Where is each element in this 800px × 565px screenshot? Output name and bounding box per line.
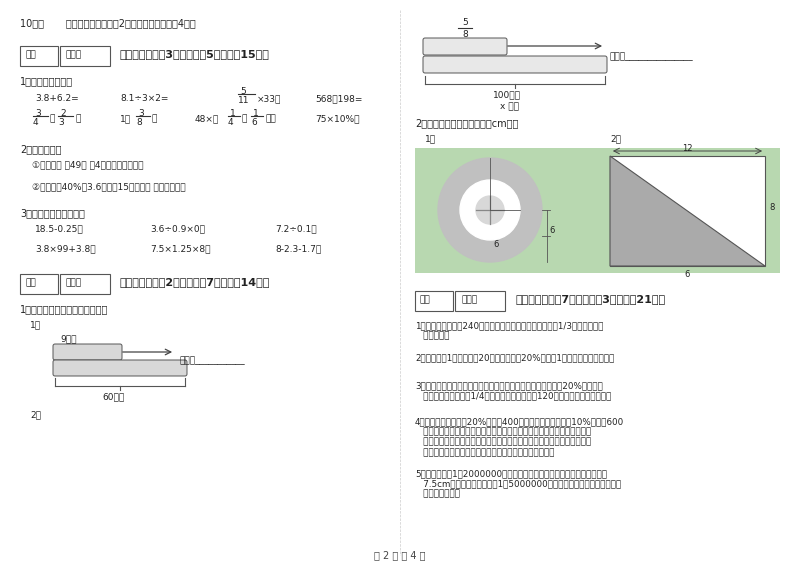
- Text: 60千克: 60千克: [102, 392, 124, 401]
- Text: 第 2 页 共 4 页: 第 2 页 共 4 页: [374, 550, 426, 560]
- Text: 6: 6: [685, 270, 690, 279]
- Bar: [610, 156, 765, 266]
- Text: 1: 1: [253, 109, 258, 118]
- Bar: [20, 46, 58, 66]
- Polygon shape: [610, 156, 765, 266]
- Text: 1．直接写出得数。: 1．直接写出得数。: [20, 76, 73, 86]
- Text: 4．甲容器中有浓度为20%的盐水400克，乙容器中有浓度为10%的盐水600
   克，分别从甲和乙中取相同重量的盐水，把从甲容器中取出的盐水倒入乙
   容器: 4．甲容器中有浓度为20%的盐水400克，乙容器中有浓度为10%的盐水600 克…: [415, 417, 624, 457]
- Text: ）＝: ）＝: [265, 114, 276, 123]
- FancyBboxPatch shape: [53, 360, 187, 376]
- Text: 3.8+6.2=: 3.8+6.2=: [35, 94, 78, 103]
- Text: 6: 6: [549, 227, 554, 235]
- Text: ＝: ＝: [152, 114, 158, 123]
- Text: 5．在比例尺是1：2000000的地图上，量得甲、乙两地之间的图上距离是
   7.5cm，在另一幅比例尺是1：5000000的地图上，这两地之间的图上距
  : 5．在比例尺是1：2000000的地图上，量得甲、乙两地之间的图上距离是 7.5…: [415, 469, 622, 499]
- Text: 1．看图列算式或方程，不计算：: 1．看图列算式或方程，不计算：: [20, 304, 108, 314]
- Text: 得分: 得分: [25, 50, 36, 59]
- Text: 11: 11: [238, 96, 250, 105]
- Text: 100千米: 100千米: [493, 90, 521, 99]
- Text: 1－: 1－: [120, 114, 131, 123]
- Text: 8: 8: [136, 118, 142, 127]
- FancyBboxPatch shape: [423, 38, 507, 55]
- Text: 评卷人: 评卷人: [66, 278, 82, 287]
- Text: 1．: 1．: [425, 134, 436, 143]
- Text: 列式：___________: 列式：___________: [180, 356, 246, 365]
- Circle shape: [438, 158, 542, 262]
- Text: 1: 1: [230, 109, 236, 118]
- Text: 4: 4: [493, 212, 498, 221]
- Text: 2．: 2．: [30, 410, 41, 419]
- Text: ＝: ＝: [75, 114, 80, 123]
- Circle shape: [476, 196, 504, 224]
- Text: 4: 4: [33, 118, 38, 127]
- Text: 5: 5: [240, 87, 246, 96]
- Text: 75×10%＝: 75×10%＝: [315, 114, 359, 123]
- FancyBboxPatch shape: [423, 56, 607, 73]
- Text: 六、应用题（共7小题，每题3分，共计21分）: 六、应用题（共7小题，每题3分，共计21分）: [515, 294, 665, 304]
- Text: x 千米: x 千米: [500, 102, 519, 111]
- Bar: [415, 291, 453, 311]
- Bar: [60, 274, 110, 294]
- Text: 列式：_______________: 列式：_______________: [610, 52, 694, 61]
- Text: 3．直接写出计算结果。: 3．直接写出计算结果。: [20, 208, 85, 218]
- Text: 2．求阴影部分面积（单位：cm）。: 2．求阴影部分面积（单位：cm）。: [415, 118, 518, 128]
- Text: 1．果园里有苹果树240棵，苹果树的棵数比梨树的棵数多1/3，果园里有梨
   树多少棵？: 1．果园里有苹果树240棵，苹果树的棵数比梨树的棵数多1/3，果园里有梨 树多少…: [415, 321, 603, 340]
- Text: 8: 8: [769, 202, 774, 211]
- Text: 10．（       ）一个圆的半径扩大2倍，它的面积就扩大4倍。: 10．（ ）一个圆的半径扩大2倍，它的面积就扩大4倍。: [20, 18, 196, 28]
- Text: 6: 6: [493, 240, 498, 249]
- Text: 得分: 得分: [25, 278, 36, 287]
- Text: ①一个数的 比49的 少4，这个数是多少？: ①一个数的 比49的 少4，这个数是多少？: [32, 160, 143, 169]
- Text: 评卷人: 评卷人: [66, 50, 82, 59]
- FancyBboxPatch shape: [53, 344, 122, 360]
- Text: 得分: 得分: [420, 295, 430, 304]
- Text: 7.2÷0.1＝: 7.2÷0.1＝: [275, 224, 317, 233]
- Text: 1．: 1．: [30, 320, 41, 329]
- Text: 3: 3: [35, 109, 41, 118]
- Bar: [20, 274, 58, 294]
- Text: 48×（: 48×（: [195, 114, 219, 123]
- Text: －: －: [50, 114, 55, 123]
- Text: 4: 4: [228, 118, 234, 127]
- Circle shape: [460, 180, 520, 240]
- Text: 评卷人: 评卷人: [461, 295, 477, 304]
- Text: 3: 3: [58, 118, 64, 127]
- Text: 3: 3: [138, 109, 144, 118]
- Text: ×33＝: ×33＝: [257, 94, 282, 103]
- Text: 2．列式计算。: 2．列式计算。: [20, 144, 62, 154]
- Bar: [455, 291, 505, 311]
- Text: 3．朝阳小学组织为灾区捐款活动。四年级的捐款数额占全校的20%，五年级
   的捐款数额占全校的1/4，五年级比四年级多捐120元。全校共捐款多少元？: 3．朝阳小学组织为灾区捐款活动。四年级的捐款数额占全校的20%，五年级 的捐款数…: [415, 381, 611, 401]
- Text: 3.8×99+3.8＝: 3.8×99+3.8＝: [35, 244, 96, 253]
- Text: 2．六年级（1）班有男生20人，比女生少20%，六（1）班共有学生多少人？: 2．六年级（1）班有男生20人，比女生少20%，六（1）班共有学生多少人？: [415, 353, 614, 362]
- Text: －: －: [242, 114, 247, 123]
- Text: 568－198=: 568－198=: [315, 94, 362, 103]
- Text: 6: 6: [251, 118, 257, 127]
- Text: 7.5×1.25×8＝: 7.5×1.25×8＝: [150, 244, 210, 253]
- Text: 8: 8: [462, 30, 468, 39]
- Bar: [60, 46, 110, 66]
- Text: 5: 5: [462, 18, 468, 27]
- Text: 12: 12: [682, 144, 693, 153]
- Text: 18.5-0.25＝: 18.5-0.25＝: [35, 224, 84, 233]
- Text: 2: 2: [60, 109, 66, 118]
- Text: 3.6÷0.9×0＝: 3.6÷0.9×0＝: [150, 224, 205, 233]
- Text: 2．: 2．: [610, 134, 621, 143]
- Text: 五、综合题（共2小题，每题7分，共计14分）: 五、综合题（共2小题，每题7分，共计14分）: [120, 277, 270, 287]
- Text: 四、计算题（共3小题，每题5分，共计15分）: 四、计算题（共3小题，每题5分，共计15分）: [120, 49, 270, 59]
- Text: 9千克: 9千克: [60, 334, 77, 343]
- Text: 8-2.3-1.7＝: 8-2.3-1.7＝: [275, 244, 322, 253]
- Text: ②一个数的40%与3.6的和与15的比值是 ，求这个数。: ②一个数的40%与3.6的和与15的比值是 ，求这个数。: [32, 182, 186, 191]
- Text: 8.1÷3×2=: 8.1÷3×2=: [120, 94, 168, 103]
- Bar: [415, 148, 780, 273]
